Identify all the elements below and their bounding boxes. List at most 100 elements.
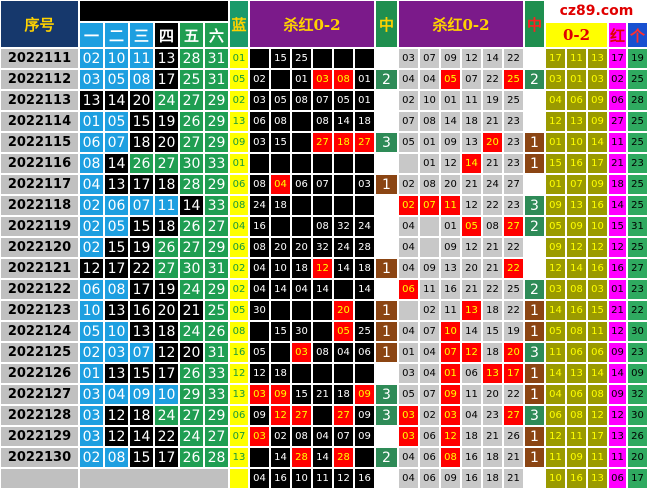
kill-cell: 08 [291, 426, 312, 447]
extra-cell: 12 [545, 426, 566, 447]
kill-cell: 16 [270, 468, 291, 489]
kill-cell: 27 [503, 216, 524, 237]
extra-cell: 08 [566, 405, 587, 426]
red-ball: 07 [104, 132, 129, 153]
kill-cell: 18 [333, 384, 354, 405]
blue-ball: 05 [229, 69, 249, 90]
red-ball: 29 [204, 111, 229, 132]
extra-cell: 01 [545, 132, 566, 153]
red-ball: 15 [129, 111, 154, 132]
extra-cell: 16 [587, 195, 608, 216]
serial-header: 序号 [0, 0, 79, 48]
extra-cell: 06 [608, 468, 627, 489]
extra-cell: 09 [587, 174, 608, 195]
red-ball: 22 [154, 426, 179, 447]
blue-ball: 06 [229, 174, 249, 195]
extra-cell: 16 [566, 300, 587, 321]
hit-count [375, 237, 398, 258]
extra-cell: 10 [566, 132, 587, 153]
kill-cell: 20 [270, 237, 291, 258]
red-ball: 33 [204, 363, 229, 384]
issue: 2022130 [0, 447, 79, 468]
kill-cell: 27 [312, 132, 333, 153]
extra-cell: 09 [587, 111, 608, 132]
kill-cell: 01 [354, 69, 375, 90]
kill-cell: 14 [312, 279, 333, 300]
extra-cell: 06 [608, 90, 627, 111]
kill-cell [354, 300, 375, 321]
kill-cell: 02 [398, 174, 419, 195]
red-ball: 28 [179, 174, 204, 195]
kill-cell: 08 [270, 111, 291, 132]
issue: 2022111 [0, 48, 79, 69]
hit-count: 3 [375, 405, 398, 426]
kill-cell: 11 [440, 300, 461, 321]
issue [0, 468, 79, 489]
kill-cell: 14 [482, 48, 503, 69]
extra-cell: 17 [587, 426, 608, 447]
red-ball: 29 [204, 90, 229, 111]
blue-ball: 04 [229, 216, 249, 237]
kill-cell: 15 [270, 132, 291, 153]
kill-cell: 07 [398, 111, 419, 132]
kill-cell [291, 111, 312, 132]
extra-cell: 09 [545, 195, 566, 216]
kill-cell: 02 [419, 300, 440, 321]
extra-cell: 17 [627, 468, 648, 489]
extra-cell: 12 [608, 321, 627, 342]
red-ball: 01 [79, 111, 104, 132]
kill-cell: 19 [503, 321, 524, 342]
issue: 2022115 [0, 132, 79, 153]
kill-cell: 09 [354, 384, 375, 405]
red-ball: 07 [129, 195, 154, 216]
kill-cell: 10 [270, 258, 291, 279]
kill-cell: 09 [440, 132, 461, 153]
red-ball: 17 [154, 447, 179, 468]
red-ball: 10 [154, 384, 179, 405]
extra-cell: 06 [566, 384, 587, 405]
extra-cell: 11 [566, 48, 587, 69]
extra-cell: 10 [587, 216, 608, 237]
hit-count: 2 [524, 69, 545, 90]
block2-hit-header: 中 [524, 0, 545, 48]
extra-cell: 06 [587, 342, 608, 363]
kill-cell [354, 153, 375, 174]
kill-cell: 03 [440, 405, 461, 426]
red-ball: 13 [104, 174, 129, 195]
kill-cell [398, 300, 419, 321]
kill-cell: 04 [398, 468, 419, 489]
kill-cell: 25 [503, 90, 524, 111]
kill-cell: 07 [419, 384, 440, 405]
kill-cell: 22 [482, 279, 503, 300]
kill-cell: 22 [503, 48, 524, 69]
kill-cell: 04 [291, 279, 312, 300]
extra-cell: 11 [587, 447, 608, 468]
kill-cell [312, 405, 333, 426]
kill-cell: 27 [503, 174, 524, 195]
issue: 2022117 [0, 174, 79, 195]
kill-cell: 21 [482, 258, 503, 279]
ball-column-header: 一 [79, 22, 104, 48]
blue-ball: 13 [229, 447, 249, 468]
red-ball: 26 [179, 216, 204, 237]
red-ball: 08 [104, 279, 129, 300]
kill-cell: 01 [419, 153, 440, 174]
kill-cell: 21 [461, 279, 482, 300]
block1-title: 杀红0-2 [249, 0, 375, 48]
extra-cell: 25 [627, 69, 648, 90]
extra-cell: 09 [566, 216, 587, 237]
extra-cell: 06 [545, 405, 566, 426]
red-ball: 08 [104, 447, 129, 468]
kill-cell: 14 [270, 279, 291, 300]
kill-cell [249, 447, 270, 468]
kill-cell: 04 [312, 426, 333, 447]
hit-count: 1 [375, 300, 398, 321]
red-ball: 20 [154, 300, 179, 321]
kill-cell: 24 [482, 174, 503, 195]
extra-cell: 14 [545, 300, 566, 321]
hit-count [375, 195, 398, 216]
kill-cell: 08 [312, 111, 333, 132]
kill-cell: 15 [291, 384, 312, 405]
kill-cell [270, 216, 291, 237]
kill-cell [354, 48, 375, 69]
